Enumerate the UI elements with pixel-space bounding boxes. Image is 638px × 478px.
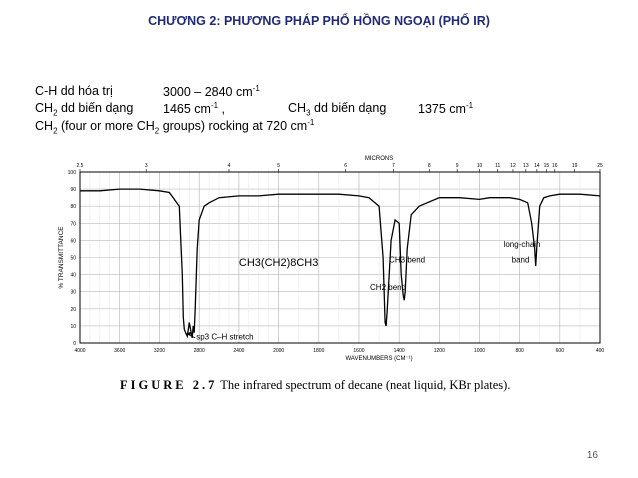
- ch-stretch-value: 3000 – 2840 cm-1: [163, 84, 260, 99]
- x-tick-label: 600: [556, 348, 565, 354]
- micron-tick-label: 4: [228, 163, 231, 169]
- ch2-text: CH: [35, 101, 54, 115]
- ch3-text: CH: [288, 101, 307, 115]
- y-tick-label: 60: [70, 238, 76, 244]
- y-tick-label: 90: [70, 187, 76, 193]
- micron-tick-label: 19: [572, 163, 578, 169]
- subscript: 2: [53, 108, 58, 118]
- y-tick-label: 0: [73, 341, 76, 347]
- ch3-bend-value: 1375 cm-1: [418, 101, 473, 116]
- ch2-bend-wavenumber: 1465 cm: [163, 102, 211, 117]
- micron-tick-label: 5: [277, 163, 280, 169]
- slide-title: CHƯƠNG 2: PHƯƠNG PHÁP PHỔ HỒNG NGOẠI (PH…: [148, 14, 490, 28]
- page-number: 16: [586, 450, 598, 461]
- y-axis-label: % TRANSMITTANCE: [58, 226, 65, 289]
- note-line-3: CH2 (four or more CH2 groups) rocking at…: [35, 118, 314, 136]
- figure-number: FIGURE 2.7: [120, 378, 218, 392]
- band-annotation: band: [512, 256, 530, 265]
- micron-tick-label: 7: [392, 163, 395, 169]
- ch2-bend-value: 1465 cm-1 ,: [163, 101, 225, 116]
- x-tick-label: 2800: [194, 348, 205, 354]
- subscript: 2: [154, 126, 160, 136]
- x-tick-label: 3600: [114, 348, 125, 354]
- caption-text: The infrared spectrum of decane (neat li…: [220, 378, 511, 392]
- long-chain-annotation: long-chain: [504, 240, 541, 249]
- unit-superscript: -1: [307, 118, 315, 127]
- micron-tick-label: 15: [544, 163, 550, 169]
- y-tick-label: 80: [70, 204, 76, 210]
- ch2-text: CH: [35, 119, 54, 134]
- x-axis-label: WAVENUMBERS (CM⁻¹): [345, 356, 412, 362]
- x-tick-label: 800: [515, 348, 524, 354]
- x-tick-label: 2000: [273, 348, 284, 354]
- micron-tick-label: 14: [534, 163, 540, 169]
- note-line-1: C-H dd hóa trị: [35, 84, 113, 98]
- micron-tick-label: 3: [145, 163, 148, 169]
- chart-grid: [79, 171, 601, 344]
- rocking-text-b: groups) rocking at 720 cm: [159, 119, 308, 134]
- rocking-text-a: (four or more CH: [57, 119, 155, 134]
- unit-superscript: -1: [465, 101, 474, 110]
- ch-stretch-label: C-H dd hóa trị: [35, 84, 113, 98]
- x-tick-label: 400: [596, 348, 605, 354]
- y-tick-label: 10: [70, 324, 76, 330]
- x-tick-label: 3200: [154, 348, 165, 354]
- ch3-bend-label: CH3 dd biến dạng: [288, 101, 386, 118]
- y-tick-label: 40: [70, 273, 76, 279]
- micron-tick-label: 2.5: [77, 163, 84, 169]
- x-tick-label: 4000: [74, 348, 85, 354]
- x-tick-label: 1000: [474, 348, 485, 354]
- ch3-bend-text: dd biến dạng: [310, 101, 387, 115]
- chart-frame: [79, 171, 601, 344]
- y-tick-label: 20: [70, 307, 76, 313]
- y-tick-label: 100: [68, 170, 77, 176]
- microns-label: MICRONS: [365, 156, 393, 162]
- stretch-arrowhead: [186, 331, 192, 336]
- molecule-formula: CH3(CH2)8CH3: [239, 257, 318, 269]
- x-tick-label: 2400: [233, 348, 244, 354]
- note-line-2: CH2 dd biến dạng: [35, 101, 133, 118]
- ch2-bend-label: dd biến dạng: [57, 101, 134, 115]
- chart-annotations: CH3(CH2)8CH3 sp3 C–H stretch CH3 bend CH2 b…: [186, 240, 541, 342]
- micron-tick-label: 12: [510, 163, 516, 169]
- spectrum-line: [80, 188, 601, 339]
- x-tick-label: 1600: [353, 348, 364, 354]
- subscript: 3: [306, 108, 311, 118]
- comma: ,: [218, 102, 226, 117]
- unit-superscript: -1: [210, 101, 219, 110]
- micron-tick-label: 13: [523, 163, 529, 169]
- micron-tick-label: 9: [456, 163, 459, 169]
- x-tick-label: 1800: [313, 348, 324, 354]
- y-tick-label: 70: [70, 221, 76, 227]
- micron-tick-label: 25: [597, 163, 603, 169]
- ch-stretch-range: 3000 – 2840 cm: [163, 85, 253, 100]
- subscript: 2: [53, 126, 58, 136]
- y-tick-label: 30: [70, 290, 76, 296]
- micron-tick-label: 11: [495, 163, 500, 169]
- micron-tick-label: 16: [552, 163, 558, 169]
- y-tick-label: 50: [70, 256, 76, 262]
- figure-caption: FIGURE 2.7 The infrared spectrum of deca…: [120, 378, 510, 393]
- micron-tick-label: 8: [428, 163, 431, 169]
- ch-stretch-annotation: sp3 C–H stretch: [196, 333, 253, 342]
- micron-tick-label: 10: [477, 163, 483, 169]
- micron-tick-label: 6: [344, 163, 347, 169]
- unit-superscript: -1: [252, 84, 260, 93]
- x-tick-label: 1400: [394, 348, 405, 354]
- x-tick-label: 1200: [434, 348, 445, 354]
- ch2-bend-annotation: CH2 bend: [370, 283, 406, 292]
- ch3-bend-wavenumber: 1375 cm: [418, 102, 466, 117]
- ch3-bend-annotation: CH3 bend: [389, 256, 425, 265]
